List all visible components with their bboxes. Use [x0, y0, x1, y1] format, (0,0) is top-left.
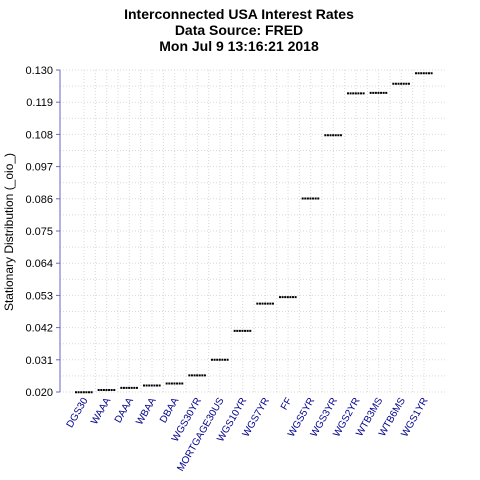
x-tick-label: DGS30 [65, 396, 91, 430]
y-tick-label: 0.119 [26, 97, 53, 109]
y-axis: 0.020 0.031 0.042 0.053 0.064 0.075 0.086 0.097… [25, 65, 61, 399]
y-tick-label: 0.075 [25, 226, 53, 238]
y-axis-title: Stationary Distribution (_oio_) [2, 153, 16, 311]
y-tick-label: 0.086 [25, 194, 53, 206]
y-tick-label: 0.130 [25, 65, 53, 77]
grid [60, 69, 445, 393]
y-tick-label: 0.031 [25, 355, 53, 367]
chart-title-line-3: Mon Jul 9 13:16:21 2018 [159, 38, 319, 54]
x-tick-label: WBAA [134, 396, 158, 427]
y-tick-label: 0.064 [25, 258, 53, 270]
x-tick-label: FF [279, 396, 295, 412]
x-tick-label: DAAA [113, 396, 136, 425]
data-marks [75, 72, 433, 394]
y-tick-label: 0.053 [25, 290, 53, 302]
y-tick-label: 0.020 [25, 387, 53, 399]
chart-title-line-1: Interconnected USA Interest Rates [124, 6, 354, 22]
chart-title-line-2: Data Source: FRED [175, 22, 303, 38]
x-tick-label: WAAA [89, 396, 113, 427]
y-tick-label: 0.097 [25, 162, 53, 174]
y-tick-label: 0.108 [25, 129, 53, 141]
x-tick-label: DBAA [158, 396, 181, 425]
chart-title: Interconnected USA Interest Rates Data S… [124, 6, 354, 54]
y-tick-label: 0.042 [25, 323, 53, 335]
